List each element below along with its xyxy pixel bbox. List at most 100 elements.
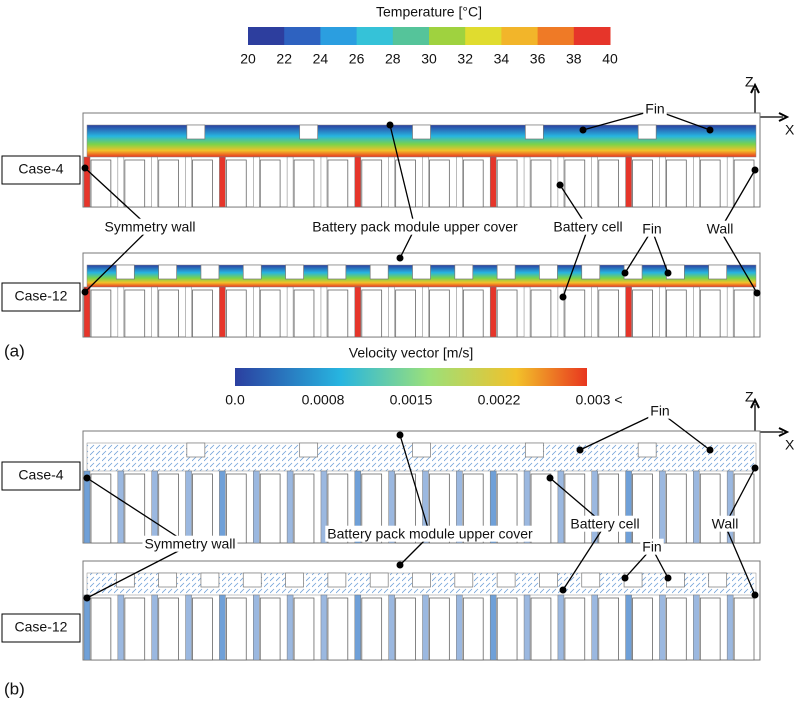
cell-gap [117,594,125,661]
leader-line [582,109,656,131]
annotation: Fin [642,539,661,555]
annotation-bg [643,100,667,117]
battery-cell [90,597,112,661]
colorbar-tick-label: 20 [240,51,256,67]
leader-dot [579,126,587,134]
fin [637,124,657,140]
colorbar-tick-label: 22 [276,51,292,67]
battery-cell [699,597,721,661]
battery-cell [530,473,552,544]
fin [412,442,431,458]
cell-gap [726,594,734,661]
battery-cell [632,159,653,208]
leader-line [724,467,756,526]
battery-cell [530,597,552,661]
cell-gap [693,156,700,208]
battery-cell [293,473,315,544]
fin [369,572,389,588]
cell-gap [659,156,666,208]
cell-gap [388,470,395,544]
annotation-bg [648,402,672,419]
cell-gap [185,156,192,208]
fin [539,572,558,588]
fin [200,572,220,588]
leader-line [86,477,191,546]
cell-gap [117,470,125,544]
cell-gap [151,470,158,544]
battery-cell [429,159,450,208]
battery-cell [259,159,281,208]
battery-cell [192,473,213,544]
annotation: Wall [707,221,734,237]
axis-label: Z [745,74,754,90]
fin [158,572,177,588]
cell-gap [354,594,362,661]
arrow [750,397,760,409]
cell-gap [83,594,91,661]
annotation-bg [709,515,741,532]
battery-cell [90,473,112,544]
colorbar-segment [248,27,285,45]
fin [369,264,389,280]
annotation: Fin [642,221,661,237]
cell-gap [117,286,125,338]
battery-cell [293,597,315,661]
annotation: Fin [650,403,669,419]
cell-gap [354,286,362,338]
leader-line [389,124,416,229]
cell-gap [219,470,226,544]
battery-cell [225,473,247,544]
battery-cell [733,597,755,661]
colorbar [235,368,587,386]
fin [496,572,516,588]
cell-gap [388,156,395,208]
battery-cell [361,289,383,338]
leader-dot [81,288,89,296]
cell-gap [456,156,463,208]
cell-gap [253,286,260,338]
leader-dot [664,269,672,277]
cell-gap [456,594,463,661]
cell-gap [489,156,497,208]
annotation-bg [704,220,736,237]
case-label: Case-4 [18,467,63,483]
cell-gap [591,470,598,544]
colorbar-tick-label: 24 [313,51,329,67]
cell-gap [320,594,328,661]
fin [200,264,220,280]
leader-line [651,229,669,274]
case-label: Case-12 [15,288,68,304]
cell-gap [523,156,531,208]
case-box [1,613,81,643]
battery-cell [158,473,179,544]
cell-gap [523,286,531,338]
cell-gap [659,286,666,338]
battery-cell [598,473,620,544]
leader-line [562,227,589,298]
battery-cell [361,159,383,208]
battery-cell [259,597,281,661]
cell-gap [388,286,395,338]
cell-gap [693,286,700,338]
fin [186,124,206,140]
battery-cell [192,289,213,338]
leader-dot [559,293,567,301]
battery-cell [733,289,755,338]
battery-cell [90,289,112,338]
fin [285,264,304,280]
battery-cell [225,159,247,208]
fin [327,572,347,588]
cell-gap [625,470,632,544]
cell-gap [523,470,531,544]
cell-gap [422,156,429,208]
cell-gap [253,470,260,544]
cell-gap [286,470,294,544]
cell-gap [151,286,158,338]
cell-gap [320,470,328,544]
annotation-bg [640,538,664,555]
cell-gap [185,470,192,544]
cell-gap [388,594,395,661]
fin [581,572,601,588]
cell-gap [286,156,294,208]
panel-label: (b) [4,679,25,698]
